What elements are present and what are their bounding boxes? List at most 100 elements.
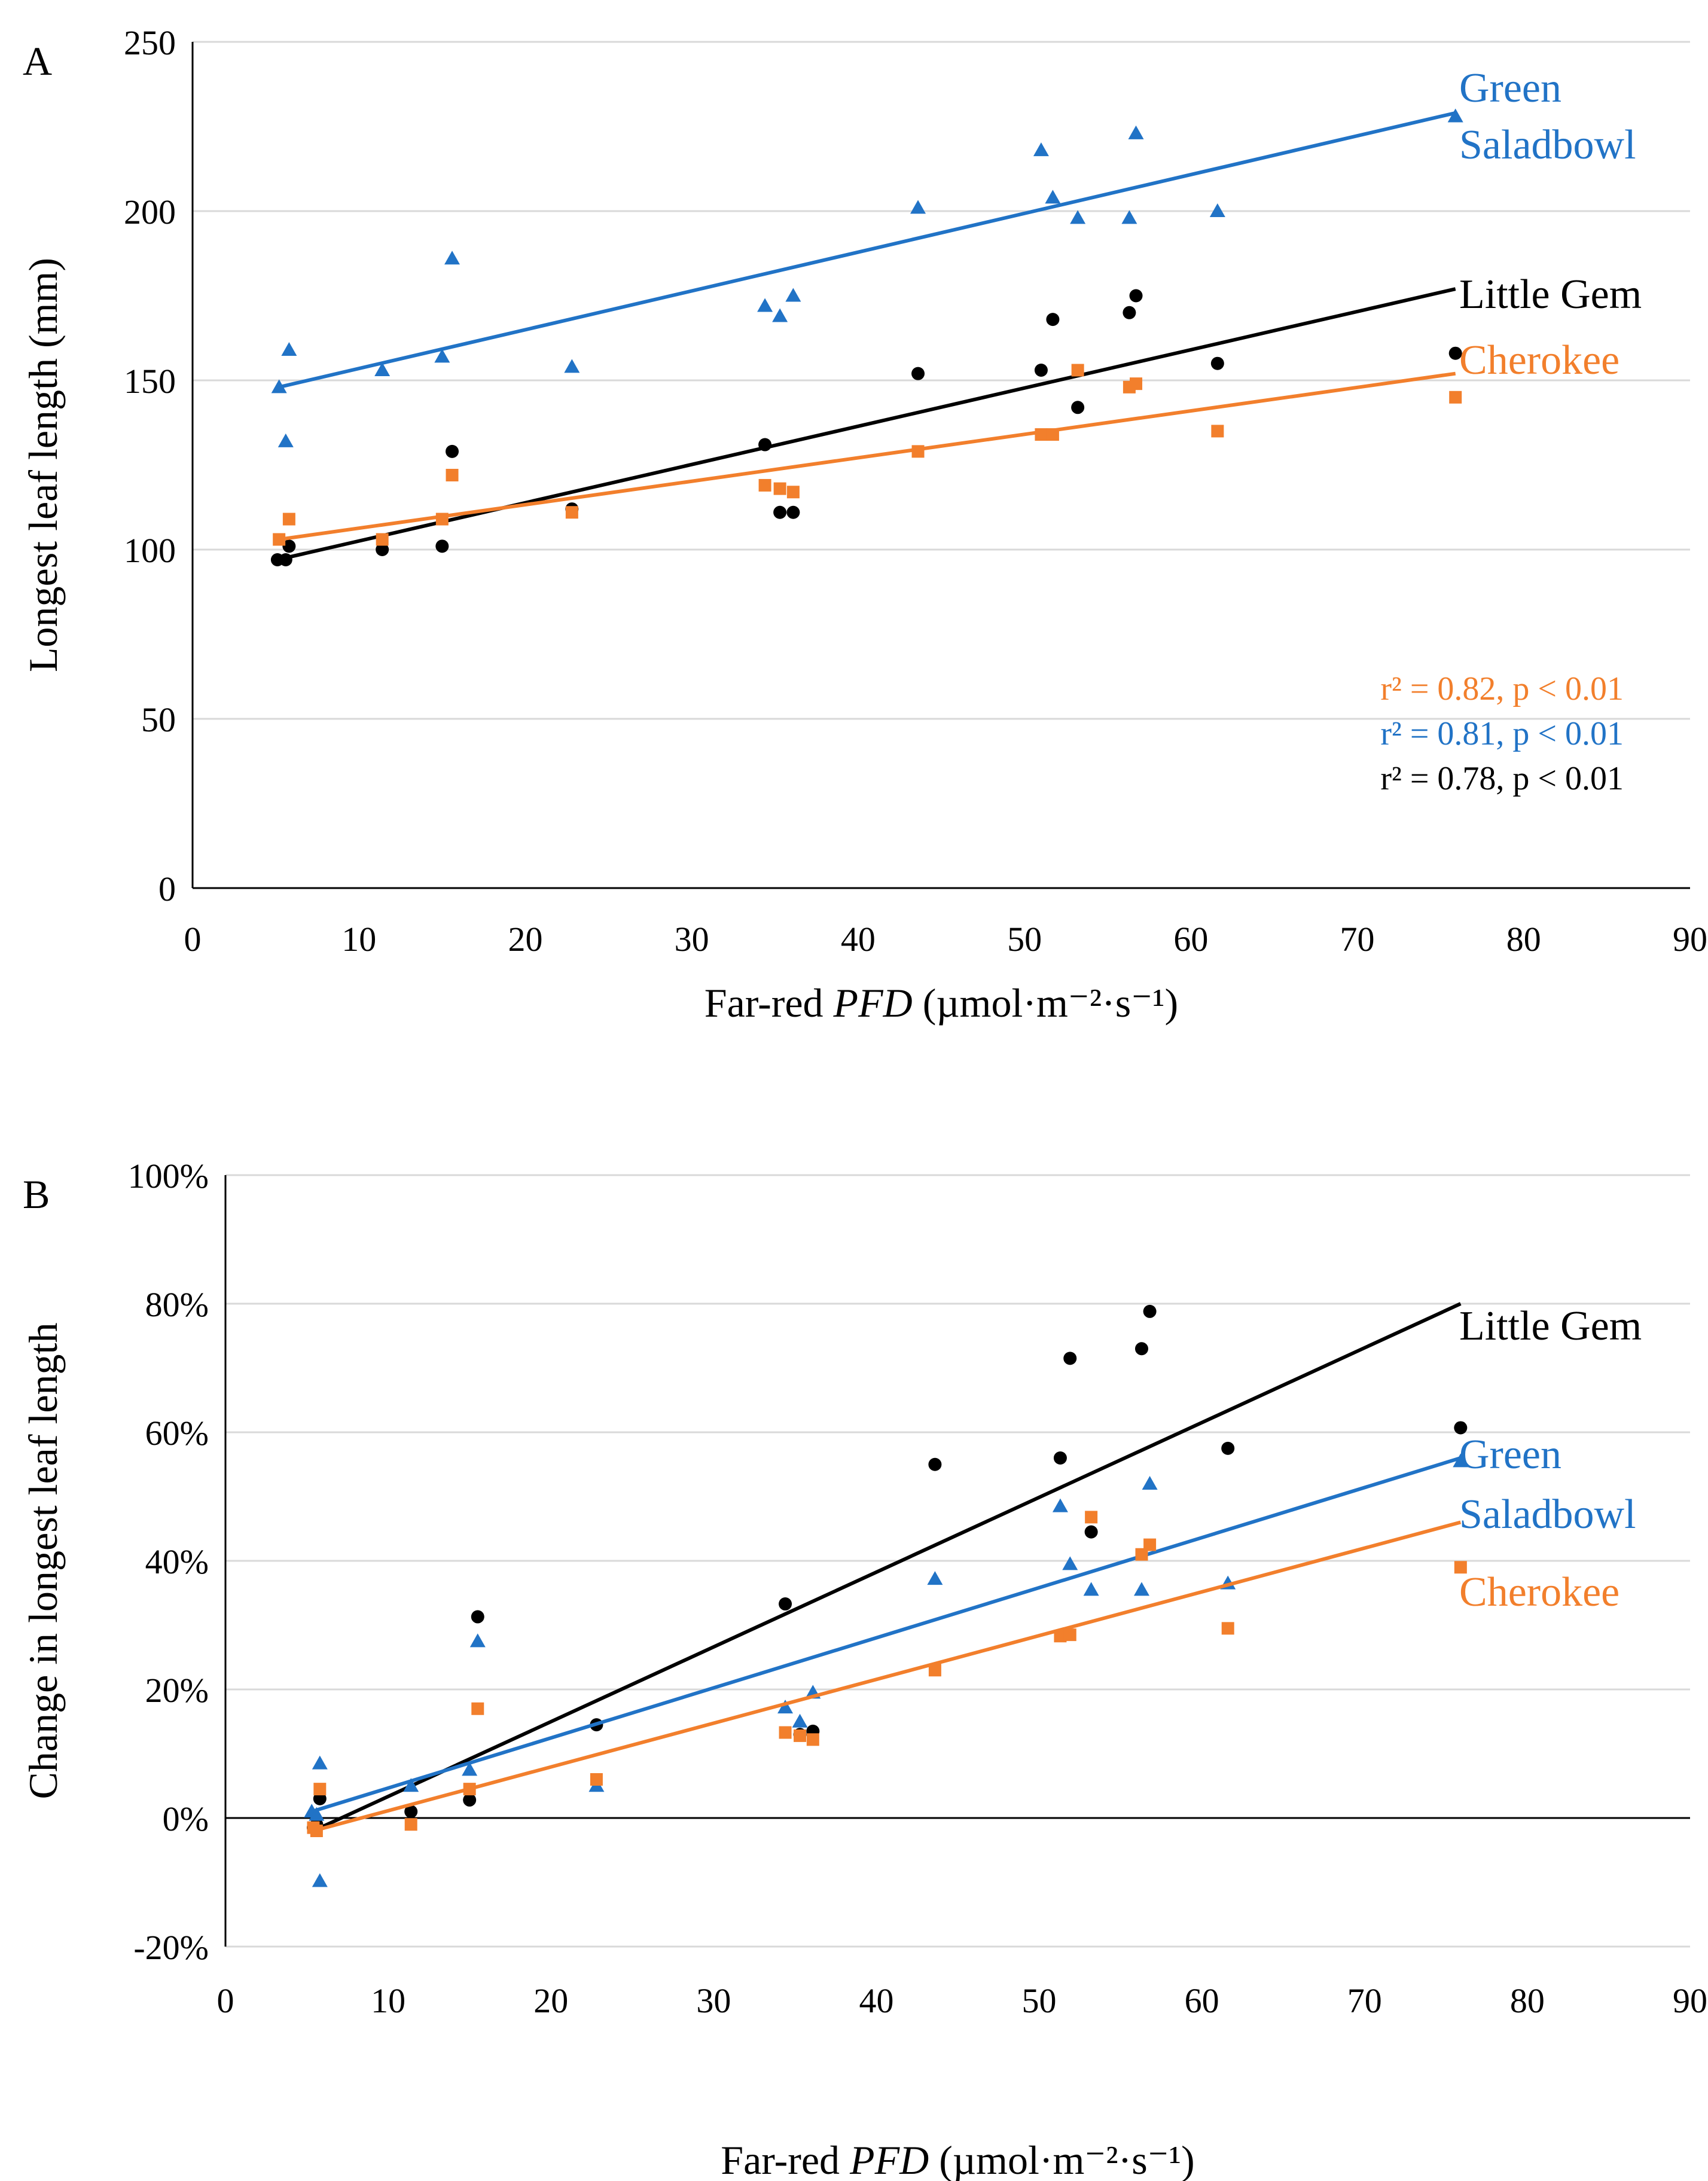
data-point-little-gem [1053,1451,1067,1465]
y-tick-label: 20% [145,1671,209,1710]
x-tick-label: 70 [1347,1981,1382,2020]
data-point-cherokee [565,506,578,519]
trendline-green-saladbowl [278,111,1456,389]
x-tick-label: 0 [184,920,202,959]
x-axis-label: Far-red PFD (µmol·m⁻²·s⁻¹) [704,980,1178,1026]
data-point-green-saladbowl [1133,1582,1149,1596]
data-point-little-gem [282,539,296,553]
series-cherokee: Cherokee [273,337,1619,546]
y-tick-label: 0% [163,1799,209,1838]
y-tick-label: 50 [141,700,176,739]
data-point-green-saladbowl [785,288,801,302]
series-label-green-saladbowl: Saladbowl [1459,1491,1636,1538]
series-cherokee: Cherokee [307,1511,1619,1837]
data-point-cherokee [282,513,295,526]
data-point-little-gem [404,1805,418,1819]
data-point-green-saladbowl [1070,210,1086,224]
data-point-cherokee [590,1773,603,1786]
data-point-cherokee [1454,1561,1467,1574]
x-tick-label: 50 [1007,920,1042,959]
series-label-little-gem: Little Gem [1459,272,1642,318]
data-point-green-saladbowl [772,308,788,322]
data-point-little-gem [773,505,787,519]
data-point-cherokee [1035,428,1048,441]
data-point-little-gem [1448,346,1462,360]
data-point-green-saladbowl [462,1762,478,1776]
y-tick-label: 80% [145,1285,209,1324]
data-point-cherokee [435,513,449,526]
x-tick-label: 20 [508,920,542,959]
data-point-green-saladbowl [281,342,297,356]
x-tick-label: 30 [696,1981,731,2020]
data-point-little-gem [471,1610,484,1624]
data-point-little-gem [1454,1421,1468,1435]
y-axis-label: Change in longest leaf length [20,1323,66,1799]
x-tick-label: 50 [1022,1981,1057,2020]
data-point-little-gem [435,539,449,553]
regression-stat: r² = 0.82, p < 0.01 [1380,670,1624,707]
data-point-cherokee [779,1726,792,1739]
data-point-cherokee [1211,425,1224,438]
data-point-green-saladbowl [757,298,773,312]
data-point-green-saladbowl [792,1713,808,1728]
data-point-cherokee [1143,1538,1157,1551]
data-point-little-gem [1063,1352,1077,1365]
x-tick-label: 80 [1510,1981,1545,2020]
y-axis-label: Longest leaf length (mm) [20,258,66,672]
data-point-green-saladbowl [564,359,580,373]
data-point-little-gem [446,444,459,458]
data-point-little-gem [1034,364,1048,377]
series-label-cherokee: Cherokee [1459,1569,1619,1615]
y-tick-label: 0 [158,870,176,908]
data-point-green-saladbowl [1052,1498,1068,1512]
data-point-cherokee [376,533,389,546]
data-point-little-gem [1084,1525,1098,1539]
data-point-cherokee [786,486,800,499]
regression-stat: r² = 0.81, p < 0.01 [1380,715,1624,752]
data-point-cherokee [1046,428,1059,441]
x-tick-label: 60 [1173,920,1208,959]
regression-stat: r² = 0.78, p < 0.01 [1380,760,1624,797]
chart-panel-a: A 0 50 100 150 200 250 0 10 20 30 40 50 60 70 80 90 Far-r… [20,23,1707,1026]
data-point-green-saladbowl [403,1778,419,1792]
series-little-gem: Little Gem [306,1302,1642,1835]
data-point-little-gem [313,1792,327,1805]
data-point-cherokee [463,1783,476,1796]
data-point-green-saladbowl [312,1755,328,1770]
data-point-little-gem [1143,1304,1157,1318]
y-tick-label: 150 [124,362,176,401]
data-point-cherokee [1449,391,1462,404]
y-tick-label: 40% [145,1542,209,1581]
x-tick-label: 40 [859,1981,893,2020]
data-point-green-saladbowl [434,349,450,363]
data-point-little-gem [911,367,925,380]
x-tick-label: 90 [1673,920,1707,959]
trendline-little-gem [277,287,1456,562]
x-tick-label: 70 [1340,920,1375,959]
data-point-green-saladbowl [277,433,294,447]
data-point-little-gem [1221,1441,1235,1455]
data-point-cherokee [1063,1628,1076,1642]
data-point-green-saladbowl [927,1571,943,1585]
data-point-little-gem [786,505,800,519]
panel-label-a: A [23,38,52,84]
x-tick-label: 0 [217,1981,234,2020]
data-point-green-saladbowl [1033,142,1049,157]
data-point-little-gem [1071,401,1085,414]
series-label-green-saladbowl: Saladbowl [1459,122,1636,168]
data-point-cherokee [1130,377,1143,391]
data-point-little-gem [1210,356,1224,370]
series-label-green-saladbowl: Green [1459,65,1561,111]
series-label-green-saladbowl: Green [1459,1432,1561,1478]
y-tick-label: 200 [124,193,176,231]
x-tick-label: 10 [341,920,376,959]
series-label-little-gem: Little Gem [1459,1303,1642,1349]
data-point-cherokee [1085,1511,1098,1524]
data-point-cherokee [928,1664,941,1677]
data-point-green-saladbowl [1062,1556,1078,1570]
series-green-saladbowl: Green Saladbowl [271,65,1636,447]
data-point-green-saladbowl [469,1633,486,1648]
series-label-cherokee: Cherokee [1459,337,1619,383]
data-point-cherokee [273,533,286,546]
data-point-cherokee [471,1702,484,1715]
